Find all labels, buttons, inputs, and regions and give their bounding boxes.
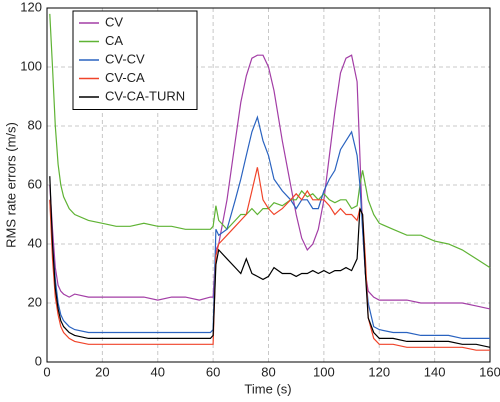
series-line (49, 167, 490, 351)
legend-label: CV-CA-TURN (105, 88, 185, 103)
y-tick-label: 60 (28, 176, 42, 191)
legend-label: CV (105, 14, 123, 29)
legend-label: CV-CV (105, 51, 145, 66)
x-axis-label: Time (s) (244, 381, 291, 396)
y-tick-label: 20 (28, 294, 42, 309)
legend-label: CA (105, 33, 123, 48)
series-line (49, 115, 490, 339)
y-axis-label: RMS rate errors (m/s) (3, 122, 18, 248)
y-tick-label: 0 (35, 353, 42, 368)
x-tick-label: 0 (43, 364, 50, 379)
x-tick-label: 80 (261, 364, 275, 379)
plot-frame (46, 7, 491, 363)
x-tick-label: 140 (424, 364, 446, 379)
legend-label: CV-CA (105, 70, 145, 85)
x-tick-label: 20 (95, 364, 109, 379)
x-tick-label: 120 (368, 364, 390, 379)
y-tick-label: 80 (28, 117, 42, 132)
y-tick-label: 120 (20, 0, 42, 14)
y-tick-label: 40 (28, 235, 42, 250)
series-line (49, 13, 491, 269)
x-tick-label: 60 (206, 364, 220, 379)
x-tick-label: 100 (313, 364, 335, 379)
series-line (49, 54, 491, 310)
x-tick-label: 160 (479, 364, 500, 379)
y-tick-label: 100 (20, 58, 42, 73)
x-tick-label: 40 (151, 364, 165, 379)
series-line (49, 176, 491, 348)
